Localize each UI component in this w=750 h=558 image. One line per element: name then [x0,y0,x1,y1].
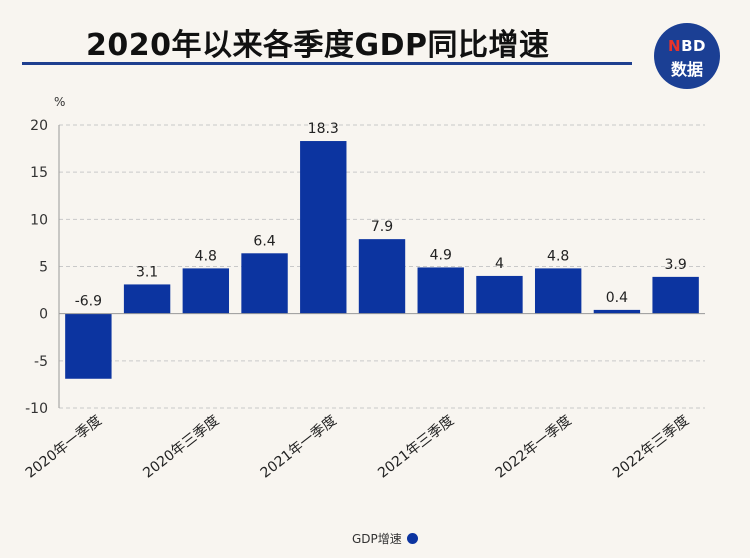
value-label: -6.9 [75,294,102,310]
legend-swatch [406,533,418,544]
y-tick-label: -5 [34,354,48,370]
y-axis-unit: % [54,95,65,109]
bar [476,275,523,314]
value-label: 3.1 [136,264,158,280]
y-tick-label: 20 [30,118,48,134]
bar [593,309,641,314]
y-tick-label: -10 [25,401,48,417]
bar [417,267,464,314]
bar [534,268,582,314]
value-label: 0.4 [606,290,628,306]
logo-letter-n: N [668,37,682,55]
y-tick-label: 5 [39,260,48,276]
value-label: 4.8 [547,248,569,264]
logo-letters-bd: BD [681,37,706,55]
x-tick-label: 2020年三季度 [140,413,222,482]
value-label: 6.4 [253,233,275,249]
value-label: 7.9 [371,219,393,235]
y-tick-label: 15 [30,165,48,181]
bar [358,239,406,314]
chart-title: 2020年以来各季度GDP同比增速 [86,28,550,63]
bar [65,313,112,379]
value-label: 3.9 [665,257,687,273]
value-label: 4.9 [430,247,452,263]
value-label: 18.3 [308,121,339,137]
nbd-logo: NBD 数据 [654,23,720,89]
bar [182,268,230,314]
value-label: 4.8 [195,248,217,264]
x-tick-label: 2022年三季度 [610,413,692,482]
value-label: 4 [495,256,504,272]
legend-label: GDP增速 [352,532,402,546]
x-tick-label: 2020年一季度 [23,413,105,482]
x-tick-label: 2021年三季度 [375,413,457,482]
legend: GDP增速 [352,530,418,547]
y-tick-label: 10 [30,212,48,228]
logo-subtitle: 数据 [670,60,703,79]
title-underline [22,62,632,65]
bar [123,284,171,314]
x-tick-label: 2021年一季度 [258,413,340,482]
bar [241,253,288,314]
bar [652,276,699,314]
x-tick-label: 2022年一季度 [493,413,575,482]
bar [300,141,347,314]
y-tick-label: 0 [39,307,48,323]
